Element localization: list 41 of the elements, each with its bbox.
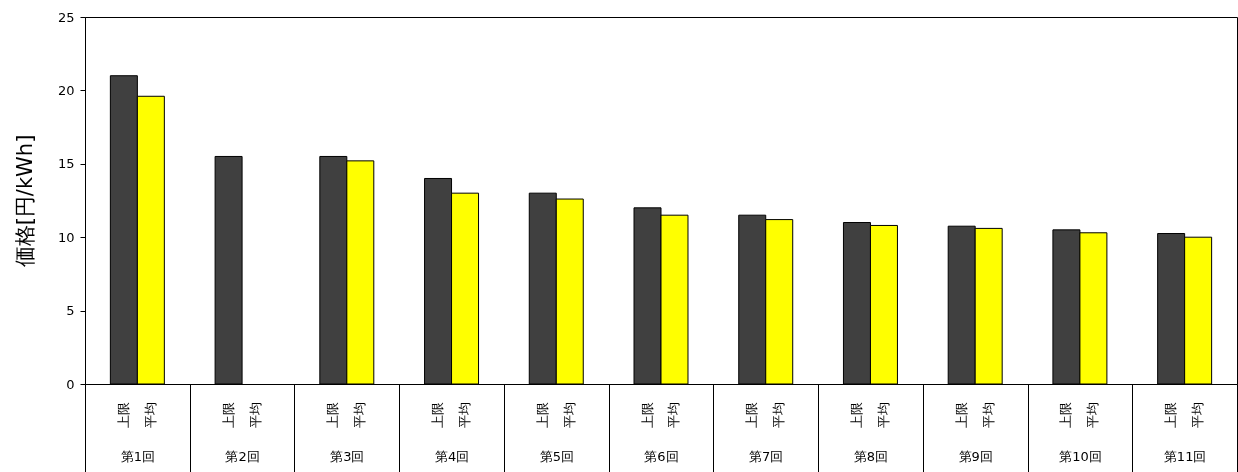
text: 上限 <box>220 402 236 428</box>
text: 平均 <box>1085 402 1101 428</box>
y-tick-label: 0 <box>66 376 75 392</box>
x-tick-label: 第10回 <box>1059 448 1102 464</box>
x-tick-label: 第5回 <box>539 448 574 464</box>
text: 上限 <box>1058 402 1074 428</box>
x-tick-label: 第9回 <box>958 448 993 464</box>
x-tick-label: 第6回 <box>644 448 679 464</box>
text: 平均 <box>1190 402 1206 428</box>
text: 平均 <box>875 402 891 428</box>
text: 平均 <box>561 402 577 428</box>
y-tick-label: 10 <box>57 229 75 245</box>
x-tick-label: 第7回 <box>749 448 784 464</box>
text: 平均 <box>457 402 473 428</box>
y-tick-label: 5 <box>66 303 75 319</box>
text: 上限 <box>430 402 446 428</box>
text: 上限 <box>744 402 760 428</box>
bar <box>214 155 243 385</box>
text: 上限 <box>848 402 864 428</box>
x-tick-label: 第2回 <box>225 448 260 464</box>
text: 平均 <box>247 402 263 428</box>
text: 平均 <box>666 402 682 428</box>
y-tick-label: 20 <box>57 82 75 98</box>
y-tick-label: 15 <box>57 156 75 172</box>
text: 平均 <box>771 402 787 428</box>
text: 平均 <box>980 402 996 428</box>
x-tick-label: 第8回 <box>853 448 889 464</box>
text: 上限 <box>534 402 550 428</box>
text: 上限 <box>1163 402 1179 428</box>
text: 平均 <box>142 402 158 428</box>
x-tick-label: 第11回 <box>1163 448 1207 464</box>
text: 上限 <box>325 402 341 428</box>
y-tick-label: 25 <box>57 9 75 25</box>
x-tick-label: 第3回 <box>330 448 365 464</box>
text: 上限 <box>639 402 655 428</box>
text: 上限 <box>115 402 131 428</box>
text: 上限 <box>953 402 969 428</box>
text: 平均 <box>352 402 368 428</box>
x-tick-label: 第4回 <box>434 448 470 464</box>
y-axis-title: 価格[円/kWh] <box>12 134 37 268</box>
x-tick-label: 第1回 <box>120 448 155 464</box>
